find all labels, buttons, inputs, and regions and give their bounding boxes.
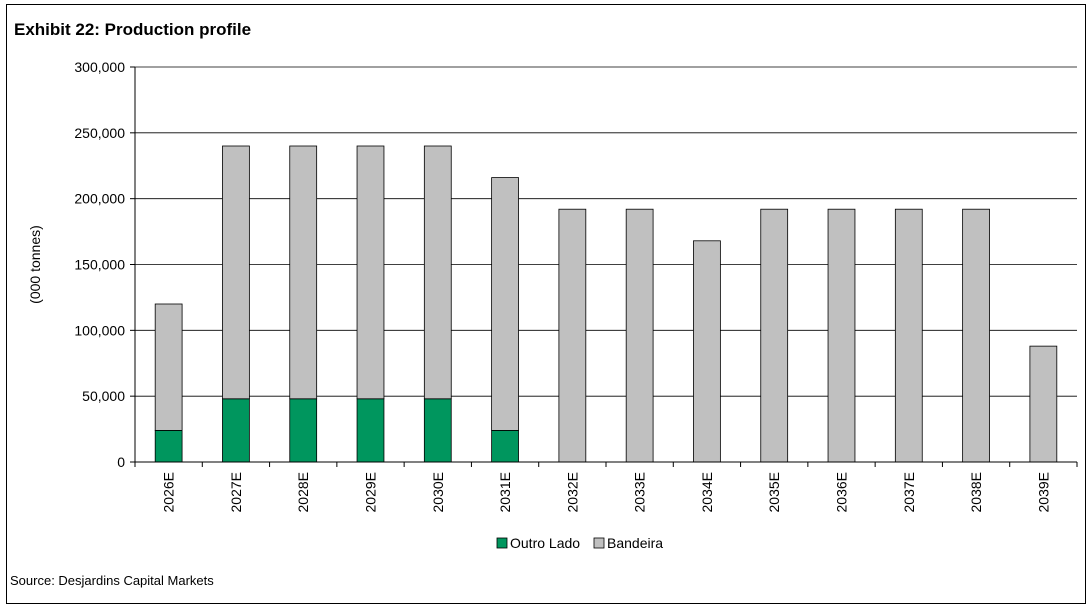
chart-title: Exhibit 22: Production profile	[14, 20, 252, 39]
bar-bandeira	[760, 208, 789, 463]
bar-bandeira	[894, 208, 923, 463]
bar-outro-lado	[423, 398, 452, 463]
y-axis-label: (000 tonnes)	[27, 225, 43, 304]
y-tick-label: 250,000	[74, 125, 125, 141]
bar-bandeira	[625, 208, 654, 463]
bar-outro-lado	[356, 398, 385, 463]
x-tick-label: 2027E	[228, 472, 244, 512]
x-tick-label: 2036E	[834, 472, 850, 512]
bar-bandeira	[1029, 345, 1058, 463]
axes	[130, 66, 1078, 467]
bar-bandeira	[222, 145, 250, 400]
bar-bandeira	[289, 145, 318, 400]
bar-bandeira	[827, 208, 856, 463]
x-tick-label: 2029E	[363, 472, 379, 512]
legend-swatch-outro-lado	[496, 537, 508, 549]
bar-bandeira	[558, 208, 587, 463]
bar-outro-lado	[289, 398, 318, 463]
x-tick-label: 2028E	[295, 472, 311, 512]
bar-bandeira	[962, 208, 990, 463]
bar-bandeira	[423, 145, 452, 400]
bar-bandeira	[356, 145, 385, 400]
x-tick-label: 2026E	[161, 472, 177, 512]
bars	[154, 145, 1058, 463]
x-tick-label: 2038E	[968, 472, 984, 512]
legend: Outro Lado Bandeira	[496, 535, 663, 551]
x-tick-label: 2033E	[632, 472, 648, 512]
x-tick-label: 2030E	[430, 472, 446, 512]
legend-label: Bandeira	[607, 535, 663, 551]
bar-outro-lado	[222, 398, 250, 463]
x-tick-label: 2039E	[1035, 472, 1051, 512]
bar-bandeira	[154, 303, 183, 431]
source-note: Source: Desjardins Capital Markets	[10, 573, 214, 588]
bar-bandeira	[491, 177, 519, 431]
x-tick-label: 2035E	[766, 472, 782, 512]
y-tick-label: 0	[117, 454, 125, 470]
x-tick-labels: 2026E 2027E 2028E 2029E 2030E 2031E 2032E 2033E…	[161, 472, 1052, 512]
bar-chart: 0 50,000 100,000 150,000 200,000 250,000 300,0…	[27, 59, 1078, 551]
bar-outro-lado	[154, 429, 183, 463]
x-tick-label: 2031E	[497, 472, 513, 512]
legend-label: Outro Lado	[510, 535, 580, 551]
x-tick-label: 2034E	[699, 472, 715, 512]
gridlines	[135, 66, 1077, 397]
y-tick-labels: 0 50,000 100,000 150,000 200,000 250,000 300,0…	[74, 59, 125, 470]
y-tick-label: 50,000	[82, 388, 125, 404]
y-tick-label: 200,000	[74, 191, 125, 207]
y-tick-label: 100,000	[74, 322, 125, 338]
bar-outro-lado	[491, 429, 519, 463]
x-tick-label: 2037E	[901, 472, 917, 512]
bar-bandeira	[693, 240, 721, 463]
legend-swatch-bandeira	[593, 537, 605, 549]
y-tick-label: 300,000	[74, 59, 125, 75]
y-tick-label: 150,000	[74, 257, 125, 273]
x-tick-label: 2032E	[564, 472, 580, 512]
